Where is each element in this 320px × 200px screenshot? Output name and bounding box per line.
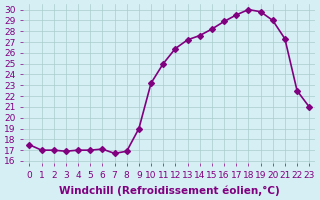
X-axis label: Windchill (Refroidissement éolien,°C): Windchill (Refroidissement éolien,°C) bbox=[59, 185, 280, 196]
